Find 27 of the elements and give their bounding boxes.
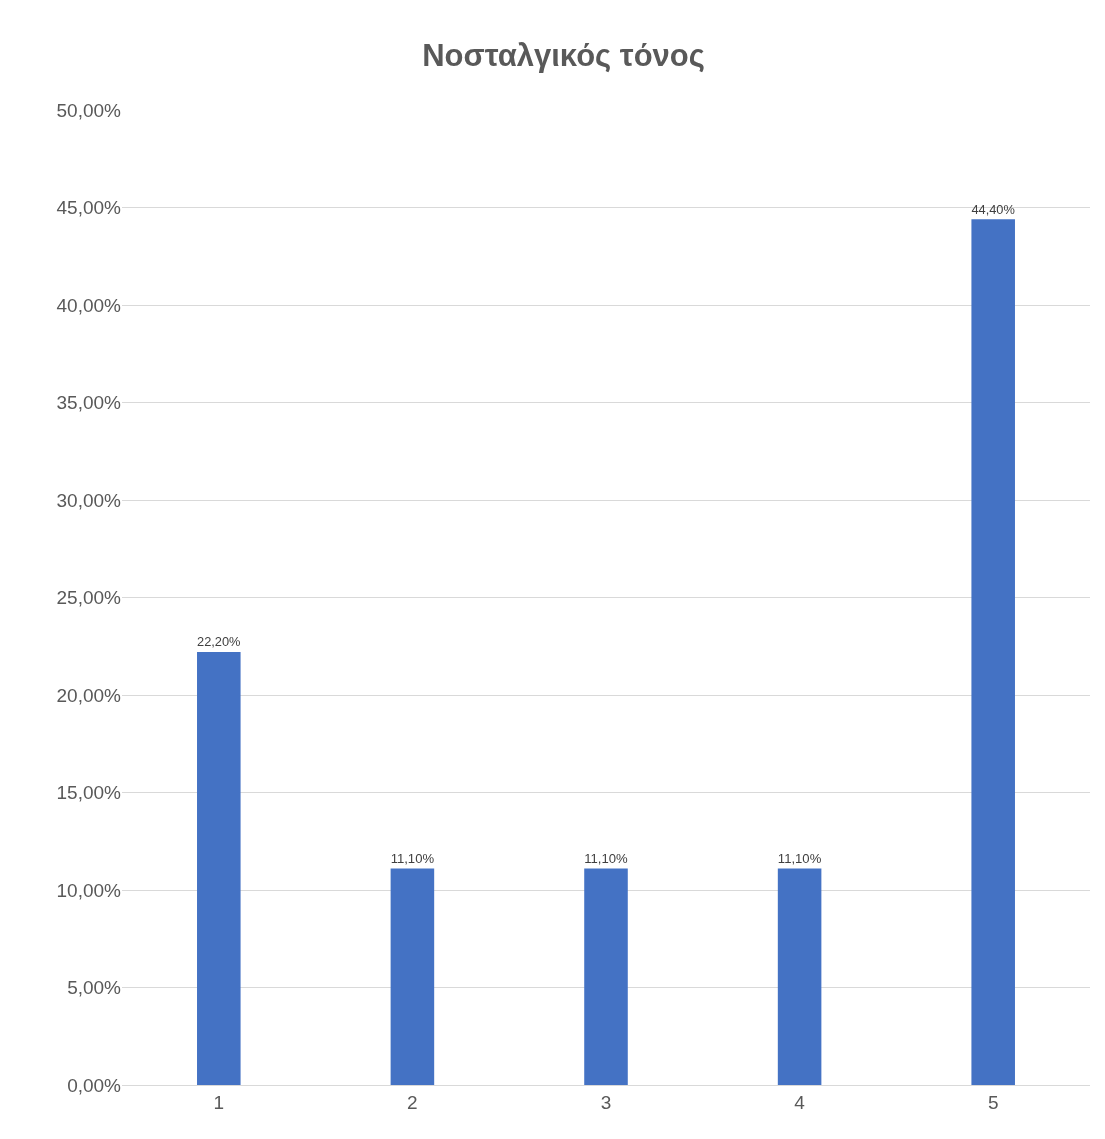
y-tick-label: 0,00% [67,1074,122,1096]
bar [584,868,628,1085]
y-tick-label: 15,00% [56,782,122,804]
x-tick-label: 4 [794,1091,806,1113]
data-label: 11,10% [390,850,435,866]
y-tick-label: 30,00% [56,489,122,511]
bar [197,652,241,1085]
y-tick-label: 50,00% [56,99,122,121]
y-tick-label: 35,00% [56,392,122,414]
y-tick-label: 25,00% [56,587,122,609]
x-tick-label: 3 [600,1091,612,1113]
chart-title: Νοσταλγικός τόνος [422,37,705,73]
y-tick-label: 45,00% [56,197,122,219]
x-tick-label: 1 [213,1091,225,1113]
x-tick-label: 2 [407,1091,418,1113]
data-label: 44,40% [971,201,1015,217]
bar [777,868,822,1085]
y-tick-label: 20,00% [56,684,122,706]
data-label: 11,10% [777,850,822,866]
x-tick-label: 5 [987,1091,999,1113]
bar [971,219,1015,1085]
y-tick-label: 10,00% [56,879,122,901]
data-label: 11,10% [584,850,629,866]
bar [390,868,435,1085]
y-tick-label: 5,00% [67,977,122,999]
data-label: 22,20% [197,634,241,650]
y-tick-label: 40,00% [56,294,122,316]
